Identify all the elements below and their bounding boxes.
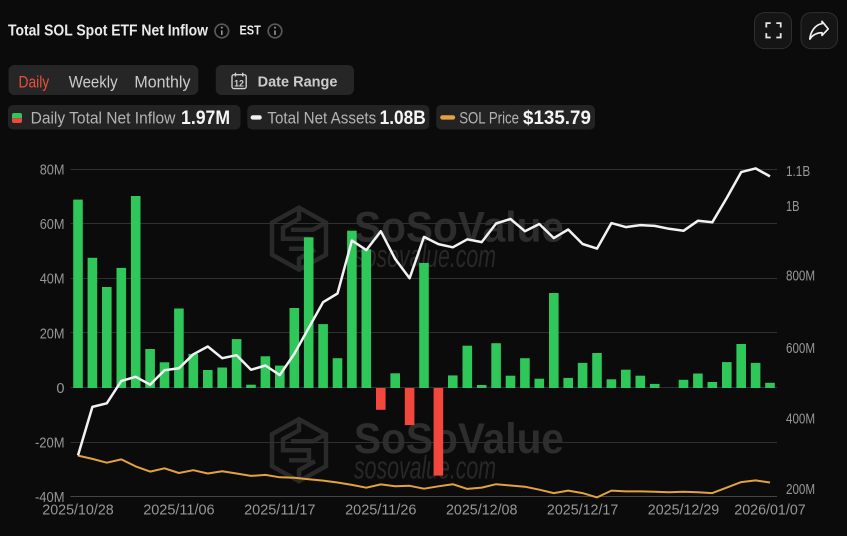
svg-text:-20M: -20M — [35, 436, 65, 452]
svg-text:sosovalue.com: sosovalue.com — [354, 450, 496, 486]
svg-text:1.97M: 1.97M — [181, 107, 230, 129]
svg-text:20M: 20M — [40, 326, 65, 342]
svg-text:200M: 200M — [786, 482, 815, 498]
svg-text:Date Range: Date Range — [258, 74, 338, 90]
svg-text:80M: 80M — [40, 163, 65, 179]
svg-text:Total Net Assets: Total Net Assets — [267, 108, 376, 127]
svg-text:1.1B: 1.1B — [786, 164, 810, 180]
svg-text:12: 12 — [234, 78, 244, 88]
svg-text:40M: 40M — [40, 272, 65, 288]
svg-text:600M: 600M — [786, 341, 815, 357]
svg-text:1.08B: 1.08B — [380, 107, 426, 129]
svg-text:60M: 60M — [40, 217, 65, 233]
svg-text:Daily: Daily — [19, 73, 50, 92]
svg-text:SOL Price: SOL Price — [459, 108, 519, 127]
svg-text:Total SOL Spot ETF Net Inflow: Total SOL Spot ETF Net Inflow — [8, 23, 209, 40]
svg-text:SoSoValue: SoSoValue — [354, 415, 564, 463]
svg-text:800M: 800M — [786, 269, 815, 285]
svg-text:$135.79: $135.79 — [523, 107, 591, 129]
svg-text:Monthly: Monthly — [134, 73, 191, 92]
svg-text:2025/12/08: 2025/12/08 — [446, 502, 517, 518]
svg-text:-40M: -40M — [35, 490, 65, 506]
svg-text:Weekly: Weekly — [69, 73, 118, 92]
svg-text:EST: EST — [240, 23, 261, 38]
svg-text:2025/11/17: 2025/11/17 — [244, 502, 315, 518]
svg-text:2025/12/17: 2025/12/17 — [547, 502, 618, 518]
svg-text:2026/01/07: 2026/01/07 — [734, 502, 805, 518]
svg-text:2025/11/06: 2025/11/06 — [143, 502, 214, 518]
svg-text:2025/10/28: 2025/10/28 — [42, 502, 113, 518]
svg-text:Daily Total Net Inflow: Daily Total Net Inflow — [31, 108, 176, 127]
svg-text:2025/11/26: 2025/11/26 — [345, 502, 416, 518]
svg-text:400M: 400M — [786, 412, 815, 428]
svg-text:0: 0 — [56, 381, 64, 397]
svg-text:1B: 1B — [786, 199, 800, 215]
svg-text:2025/12/29: 2025/12/29 — [648, 502, 719, 518]
